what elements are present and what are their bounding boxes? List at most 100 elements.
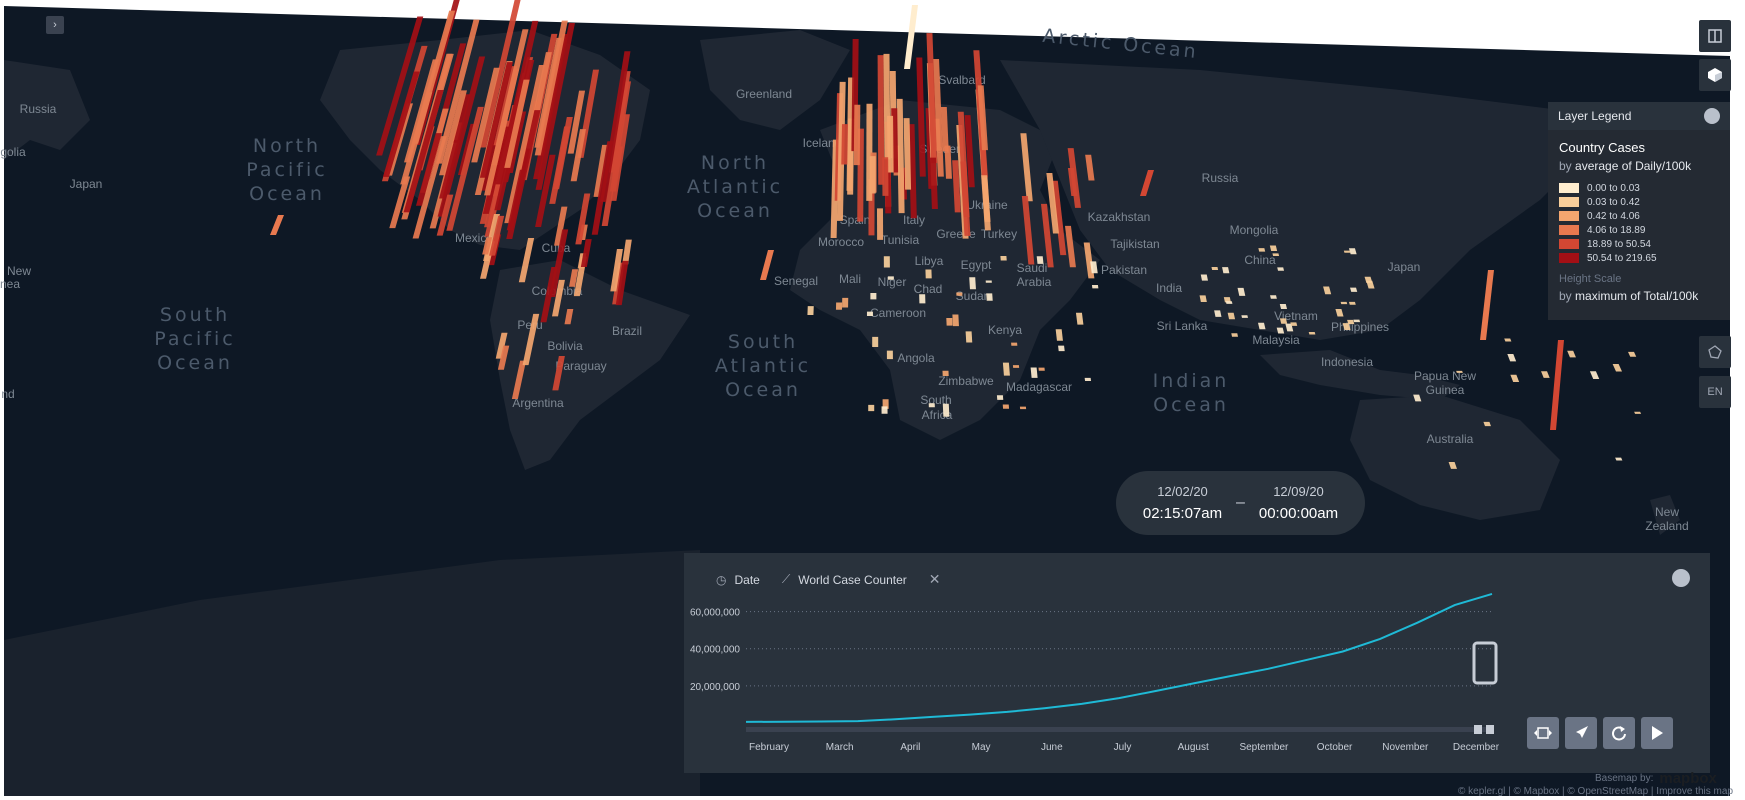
country-bar[interactable] bbox=[952, 160, 961, 213]
country-bar[interactable] bbox=[471, 67, 500, 163]
country-bar[interactable] bbox=[535, 22, 575, 190]
country-bar[interactable] bbox=[1067, 168, 1078, 197]
country-bar[interactable] bbox=[870, 292, 877, 300]
country-bar[interactable] bbox=[869, 156, 876, 194]
country-bar[interactable] bbox=[495, 20, 539, 185]
country-bar[interactable] bbox=[1366, 280, 1375, 289]
country-bar[interactable] bbox=[1140, 170, 1154, 196]
country-bar[interactable] bbox=[1589, 371, 1600, 379]
country-bar[interactable] bbox=[952, 314, 959, 327]
country-bar[interactable] bbox=[1258, 248, 1266, 252]
country-bar[interactable] bbox=[1051, 180, 1067, 256]
country-bar[interactable] bbox=[881, 406, 888, 414]
country-bar[interactable] bbox=[482, 237, 493, 255]
time-track[interactable] bbox=[746, 727, 1492, 732]
country-bar[interactable] bbox=[1279, 318, 1288, 324]
country-bar[interactable] bbox=[504, 65, 545, 224]
country-bar[interactable] bbox=[570, 129, 587, 182]
country-bar[interactable] bbox=[1290, 322, 1298, 326]
country-bar[interactable] bbox=[981, 175, 991, 231]
country-bar[interactable] bbox=[1348, 301, 1356, 305]
country-bar[interactable] bbox=[925, 269, 932, 279]
country-bar[interactable] bbox=[1347, 319, 1355, 325]
country-bar[interactable] bbox=[760, 250, 774, 280]
close-icon[interactable]: ✕ bbox=[928, 571, 941, 587]
country-bar[interactable] bbox=[1064, 225, 1076, 268]
country-bar[interactable] bbox=[960, 161, 971, 236]
country-bar[interactable] bbox=[942, 403, 950, 417]
case-counter-chart[interactable]: 60,000,000 40,000,000 20,000,000 February Ma… bbox=[684, 553, 1710, 773]
country-bar[interactable] bbox=[919, 294, 926, 304]
country-bar[interactable] bbox=[452, 94, 471, 143]
country-bar[interactable] bbox=[887, 276, 894, 280]
country-bar[interactable] bbox=[1269, 245, 1278, 252]
country-bar[interactable] bbox=[534, 20, 568, 156]
country-bar[interactable] bbox=[946, 317, 953, 326]
country-bar[interactable] bbox=[554, 206, 568, 246]
country-bar[interactable] bbox=[1030, 367, 1038, 378]
country-bar[interactable] bbox=[1567, 350, 1576, 358]
country-bar[interactable] bbox=[940, 107, 949, 152]
country-bar[interactable] bbox=[853, 104, 861, 166]
country-bar[interactable] bbox=[549, 229, 569, 298]
country-bar[interactable] bbox=[522, 313, 540, 366]
country-bar[interactable] bbox=[1308, 331, 1316, 335]
country-bar[interactable] bbox=[622, 239, 632, 265]
country-bar[interactable] bbox=[270, 215, 284, 235]
animation-window-button[interactable] bbox=[1527, 717, 1559, 749]
country-bar[interactable] bbox=[886, 350, 893, 360]
country-bar[interactable] bbox=[1612, 363, 1623, 372]
country-bar[interactable] bbox=[436, 19, 480, 164]
country-bar[interactable] bbox=[511, 360, 527, 400]
country-bar[interactable] bbox=[1227, 312, 1236, 320]
country-bar[interactable] bbox=[1340, 301, 1348, 305]
country-bar[interactable] bbox=[876, 208, 884, 240]
country-bar[interactable] bbox=[551, 279, 565, 317]
country-bar[interactable] bbox=[1038, 367, 1045, 371]
country-bar[interactable] bbox=[841, 124, 848, 165]
country-bar[interactable] bbox=[986, 293, 993, 301]
country-bar[interactable] bbox=[1011, 342, 1018, 346]
speed-button[interactable] bbox=[1565, 717, 1597, 749]
country-bar[interactable] bbox=[439, 90, 467, 176]
country-bar[interactable] bbox=[985, 280, 992, 283]
country-bar[interactable] bbox=[835, 302, 843, 310]
country-bar[interactable] bbox=[1090, 261, 1098, 274]
country-bar[interactable] bbox=[965, 331, 973, 343]
country-bar[interactable] bbox=[1214, 310, 1222, 317]
range-handle-left[interactable] bbox=[1474, 725, 1482, 734]
country-bar[interactable] bbox=[1504, 338, 1512, 342]
country-bar[interactable] bbox=[928, 403, 935, 408]
country-bar[interactable] bbox=[382, 71, 420, 177]
country-bar[interactable] bbox=[883, 256, 890, 268]
country-bar[interactable] bbox=[600, 51, 631, 202]
country-bar[interactable] bbox=[553, 117, 573, 190]
country-bar[interactable] bbox=[1350, 287, 1358, 292]
country-bar[interactable] bbox=[836, 81, 846, 221]
country-bar[interactable] bbox=[969, 277, 976, 290]
country-bar[interactable] bbox=[1002, 404, 1010, 409]
language-button[interactable]: EN bbox=[1699, 376, 1731, 408]
country-bar[interactable] bbox=[552, 356, 565, 391]
panel-settings-icon[interactable] bbox=[1672, 569, 1690, 587]
country-bar[interactable] bbox=[1225, 301, 1233, 304]
country-bar[interactable] bbox=[1456, 370, 1463, 373]
country-bar[interactable] bbox=[996, 395, 1004, 400]
view-3d-button[interactable] bbox=[1699, 59, 1731, 91]
country-bar[interactable] bbox=[1091, 284, 1099, 289]
country-bar[interactable] bbox=[1223, 297, 1231, 303]
country-bar[interactable] bbox=[883, 53, 891, 160]
reset-button[interactable] bbox=[1603, 717, 1635, 749]
brush-window[interactable] bbox=[1472, 641, 1498, 685]
country-bar[interactable] bbox=[1257, 322, 1266, 330]
side-panel-toggle-icon[interactable]: › bbox=[46, 16, 64, 34]
country-bar[interactable] bbox=[1237, 287, 1246, 296]
country-bar[interactable] bbox=[518, 238, 535, 283]
country-bar[interactable] bbox=[882, 157, 889, 196]
country-bar[interactable] bbox=[415, 133, 442, 206]
country-bar[interactable] bbox=[615, 260, 629, 306]
country-bar[interactable] bbox=[896, 98, 905, 214]
tab-date[interactable]: ◷ Date bbox=[716, 573, 760, 587]
country-bar[interactable] bbox=[1276, 327, 1285, 334]
country-bar[interactable] bbox=[1020, 133, 1033, 202]
